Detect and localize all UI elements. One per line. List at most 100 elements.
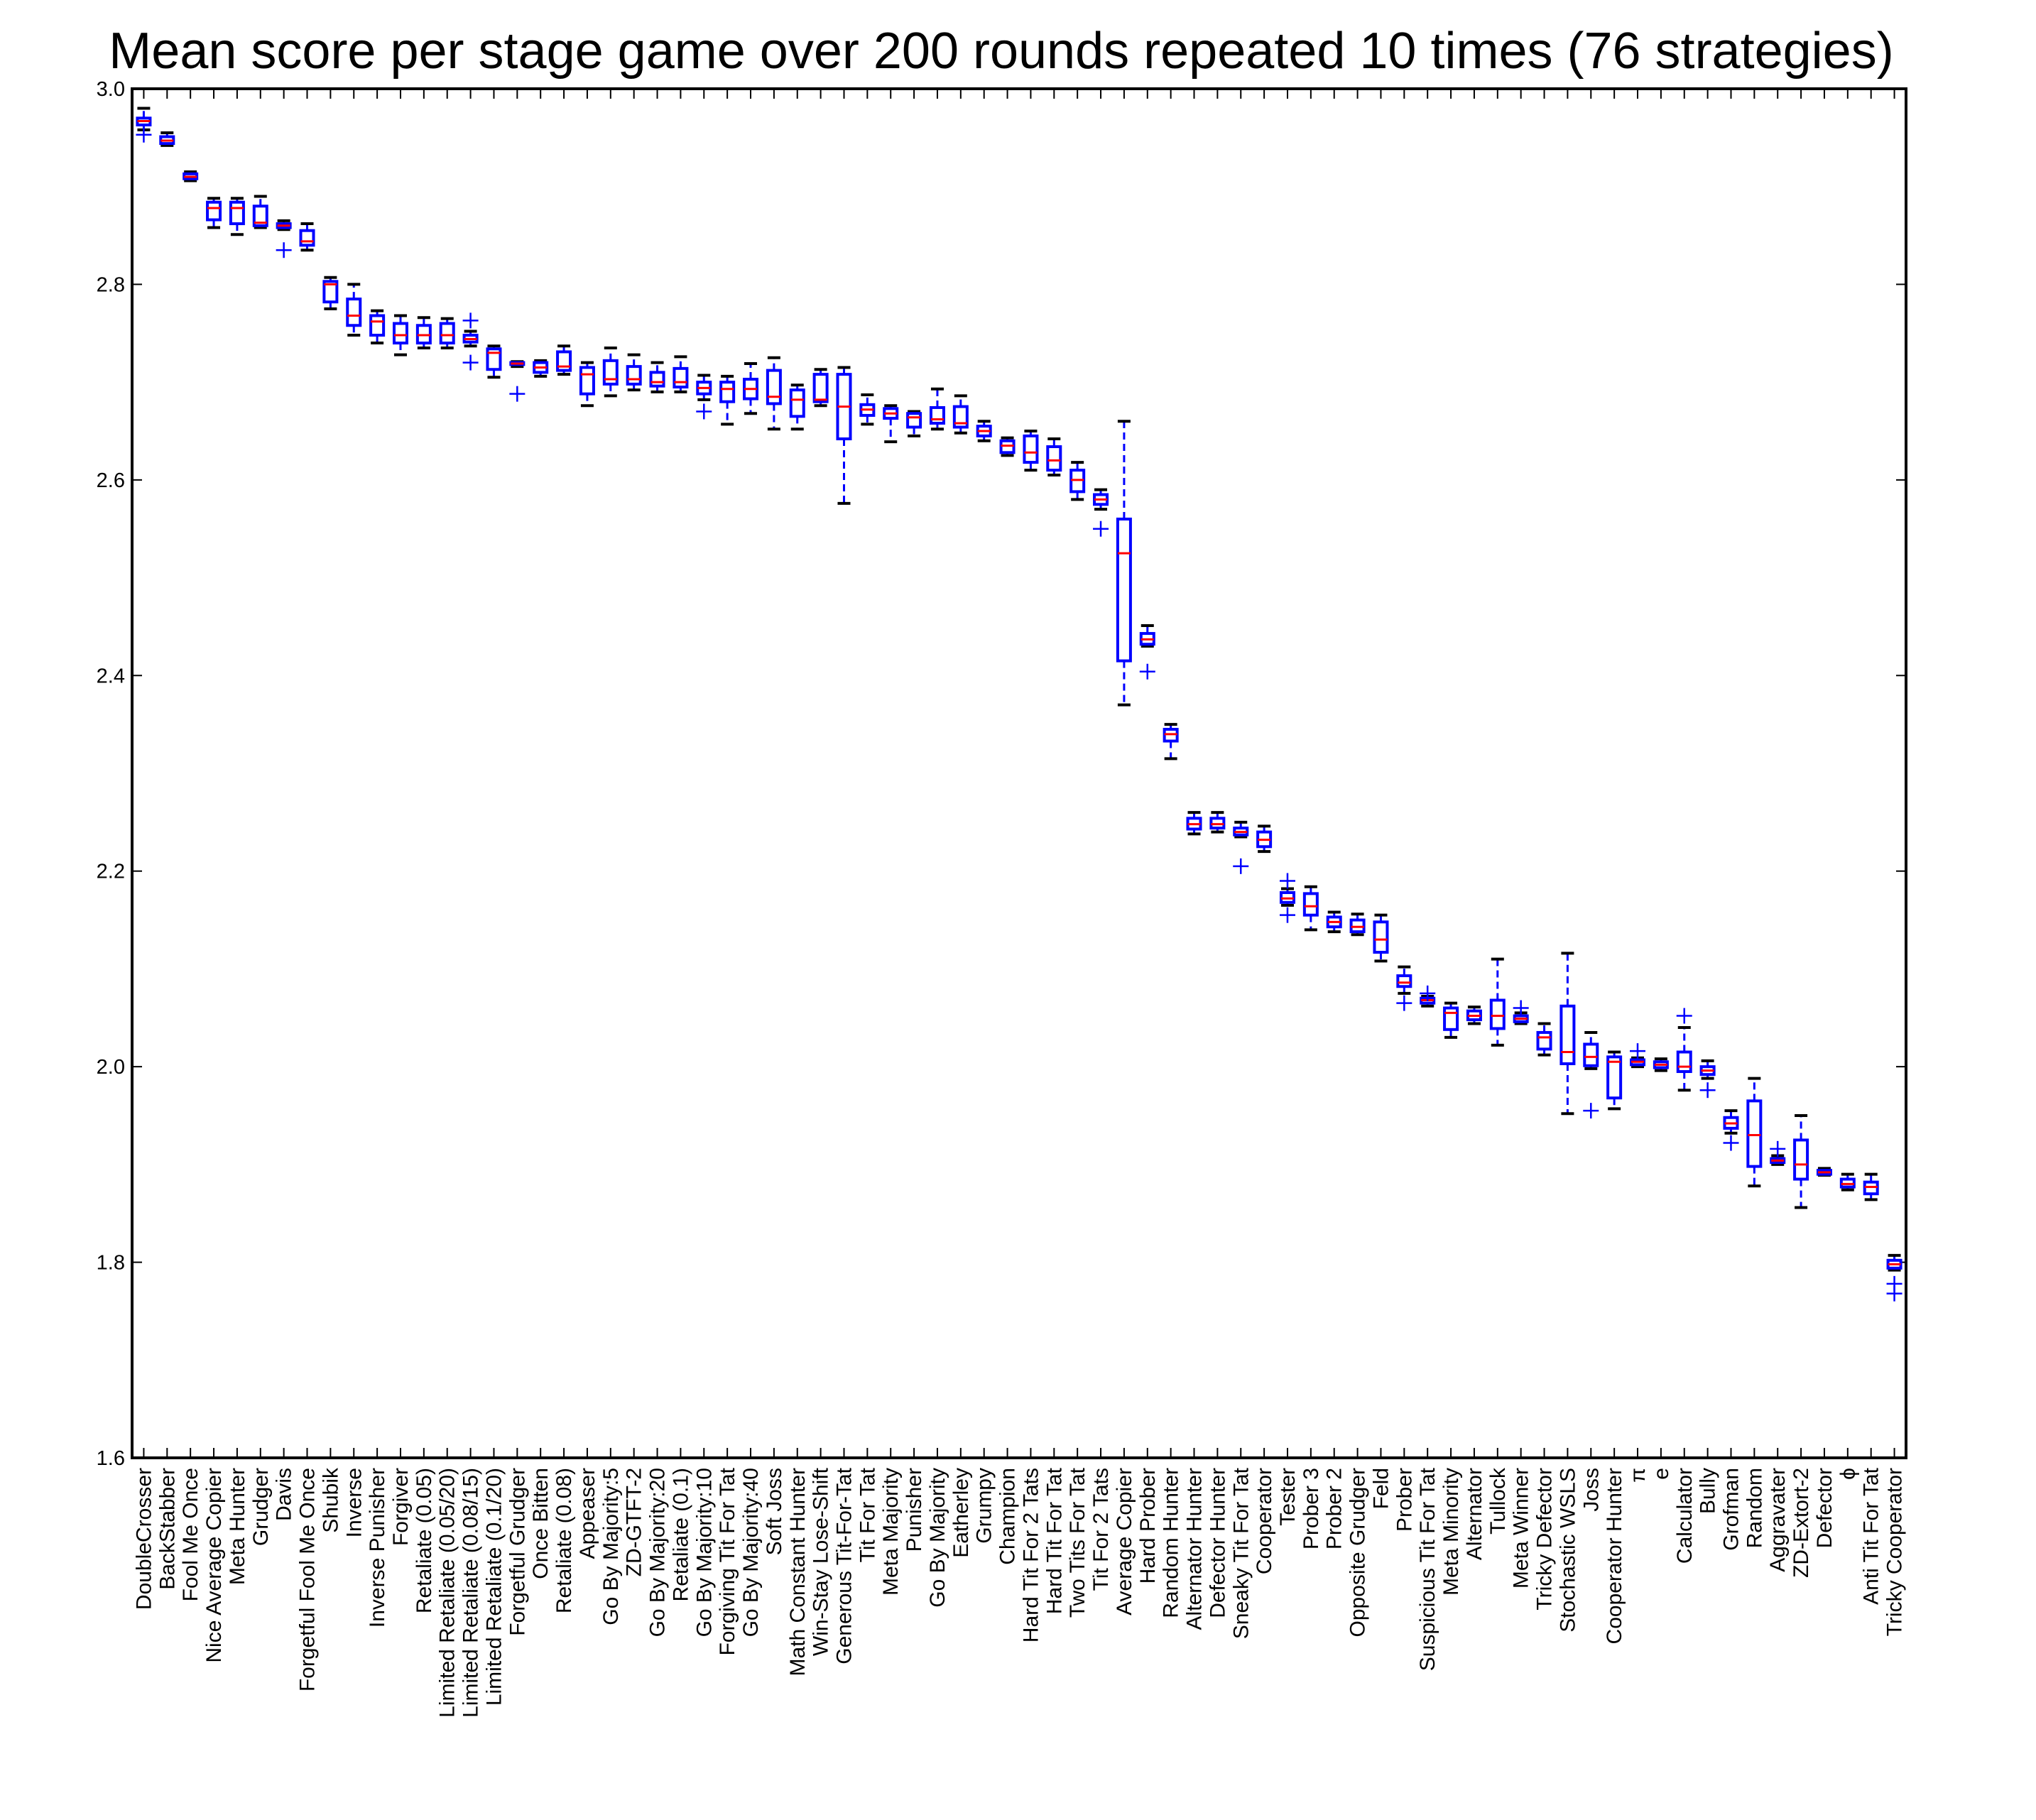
box-iqr — [1302, 892, 1319, 917]
plot-area-frame — [131, 87, 1907, 1459]
x-tick-label-72: Defector — [1813, 1468, 1836, 1548]
box-iqr — [812, 373, 829, 403]
box-21 — [626, 353, 642, 392]
box-iqr — [1023, 434, 1039, 464]
box-iqr — [579, 366, 595, 396]
x-tick-label-59: Meta Winner — [1510, 1468, 1533, 1589]
box-18 — [556, 344, 572, 376]
outlier-0 — [1699, 1082, 1716, 1099]
box-7 — [299, 222, 315, 252]
box-70 — [1770, 1140, 1786, 1166]
box-iqr — [392, 322, 408, 345]
box-30 — [836, 366, 852, 505]
box-43 — [1139, 624, 1155, 680]
box-iqr — [369, 314, 386, 337]
box-49 — [1279, 873, 1295, 923]
y-tick-label-6: 2.8 — [97, 273, 125, 296]
x-tick-label-42: Average Copier — [1113, 1468, 1136, 1615]
x-tick-label-52: Opposite Grudger — [1346, 1468, 1370, 1637]
box-4 — [229, 197, 245, 236]
box-iqr — [1746, 1099, 1763, 1168]
x-tick-label-9: Inverse — [342, 1468, 366, 1537]
box-72 — [1816, 1167, 1832, 1177]
y-axis: 1.6 1.8 2.0 2.2 2.4 2.6 2.8 3.0 — [97, 78, 1906, 1470]
x-tick-label-58: Tullock — [1486, 1467, 1510, 1535]
box-15 — [486, 344, 502, 379]
x-tick-label-11: Forgiver — [389, 1468, 413, 1546]
box-6 — [276, 219, 292, 258]
x-axis: DoubleCrosser BackStabber Fool Me Once Nice… — [132, 89, 1907, 1718]
outlier-0 — [1630, 1043, 1646, 1059]
x-tick-label-19: Appeaser — [576, 1468, 599, 1559]
box-32 — [883, 404, 899, 444]
x-tick-label-33: Punisher — [903, 1468, 926, 1552]
box-1 — [159, 131, 175, 147]
box-iqr — [602, 359, 619, 386]
x-tick-label-36: Grumpy — [973, 1468, 996, 1544]
box-75 — [1886, 1253, 1902, 1302]
outlier-0 — [1723, 1135, 1739, 1151]
box-42 — [1116, 420, 1132, 707]
x-tick-label-32: Meta Majority — [879, 1468, 903, 1596]
x-tick-label-8: Shubik — [319, 1467, 342, 1533]
x-tick-label-27: Soft Joss — [763, 1468, 786, 1555]
x-tick-label-29: Win-Stay Lose-Shift — [810, 1467, 833, 1656]
box-65 — [1653, 1057, 1669, 1072]
box-37 — [999, 436, 1016, 457]
box-iqr — [229, 200, 245, 226]
box-20 — [602, 346, 619, 398]
x-tick-label-74: Anti Tit For Tat — [1860, 1467, 1883, 1605]
box-67 — [1699, 1059, 1716, 1099]
box-55 — [1420, 985, 1436, 1008]
box-23 — [673, 355, 689, 393]
x-tick-label-39: Hard Tit For Tat — [1043, 1467, 1066, 1614]
box-26 — [743, 361, 759, 415]
box-69 — [1746, 1077, 1763, 1188]
box-0 — [136, 107, 152, 143]
box-25 — [719, 374, 736, 426]
x-tick-label-38: Hard Tit For 2 Tats — [1019, 1468, 1043, 1642]
box-39 — [1046, 437, 1062, 476]
box-iqr — [1396, 974, 1412, 988]
x-tick-label-47: Sneaky Tit For Tat — [1229, 1467, 1253, 1639]
box-68 — [1723, 1109, 1739, 1151]
box-29 — [812, 368, 829, 408]
box-iqr — [673, 366, 689, 389]
box-iqr — [626, 365, 642, 386]
box-iqr — [1489, 998, 1506, 1030]
x-tick-label-4: Meta Hunter — [226, 1468, 249, 1585]
box-74 — [1863, 1172, 1879, 1201]
box-33 — [906, 410, 922, 437]
x-tick-label-43: Hard Prober — [1136, 1468, 1160, 1584]
x-tick-label-41: Tit For 2 Tats — [1089, 1468, 1113, 1591]
x-tick-label-24: Go By Majority:10 — [692, 1468, 716, 1637]
box-28 — [789, 383, 805, 431]
x-tick-label-64: π — [1626, 1468, 1650, 1483]
outlier-0 — [1279, 873, 1295, 889]
box-iqr — [322, 280, 339, 304]
x-tick-label-21: ZD-GTFT-2 — [623, 1468, 646, 1576]
box-36 — [976, 420, 992, 442]
outlier-1 — [462, 354, 479, 371]
x-tick-label-75: Tricky Cooperator — [1883, 1468, 1907, 1636]
box-iqr — [1583, 1042, 1599, 1067]
x-tick-label-46: Defector Hunter — [1206, 1468, 1229, 1618]
x-tick-label-13: Limited Retaliate (0.05/20) — [436, 1468, 459, 1718]
outlier-0 — [1233, 858, 1249, 874]
box-iqr — [719, 381, 736, 403]
outlier-0 — [696, 403, 712, 420]
x-tick-label-30: Generous Tit-For-Tat — [832, 1467, 856, 1664]
box-50 — [1302, 885, 1319, 932]
box-13 — [439, 317, 455, 349]
box-64 — [1630, 1043, 1646, 1069]
x-tick-label-53: Feld — [1369, 1468, 1393, 1509]
x-tick-label-6: Davis — [273, 1468, 296, 1521]
box-12 — [415, 316, 432, 349]
box-16 — [509, 360, 526, 402]
x-tick-label-73: ϕ — [1836, 1468, 1860, 1480]
x-tick-label-0: DoubleCrosser — [132, 1468, 156, 1610]
outlier-0 — [1676, 1008, 1692, 1024]
box-iqr — [906, 412, 922, 429]
x-tick-label-23: Retaliate (0.1) — [669, 1468, 692, 1601]
